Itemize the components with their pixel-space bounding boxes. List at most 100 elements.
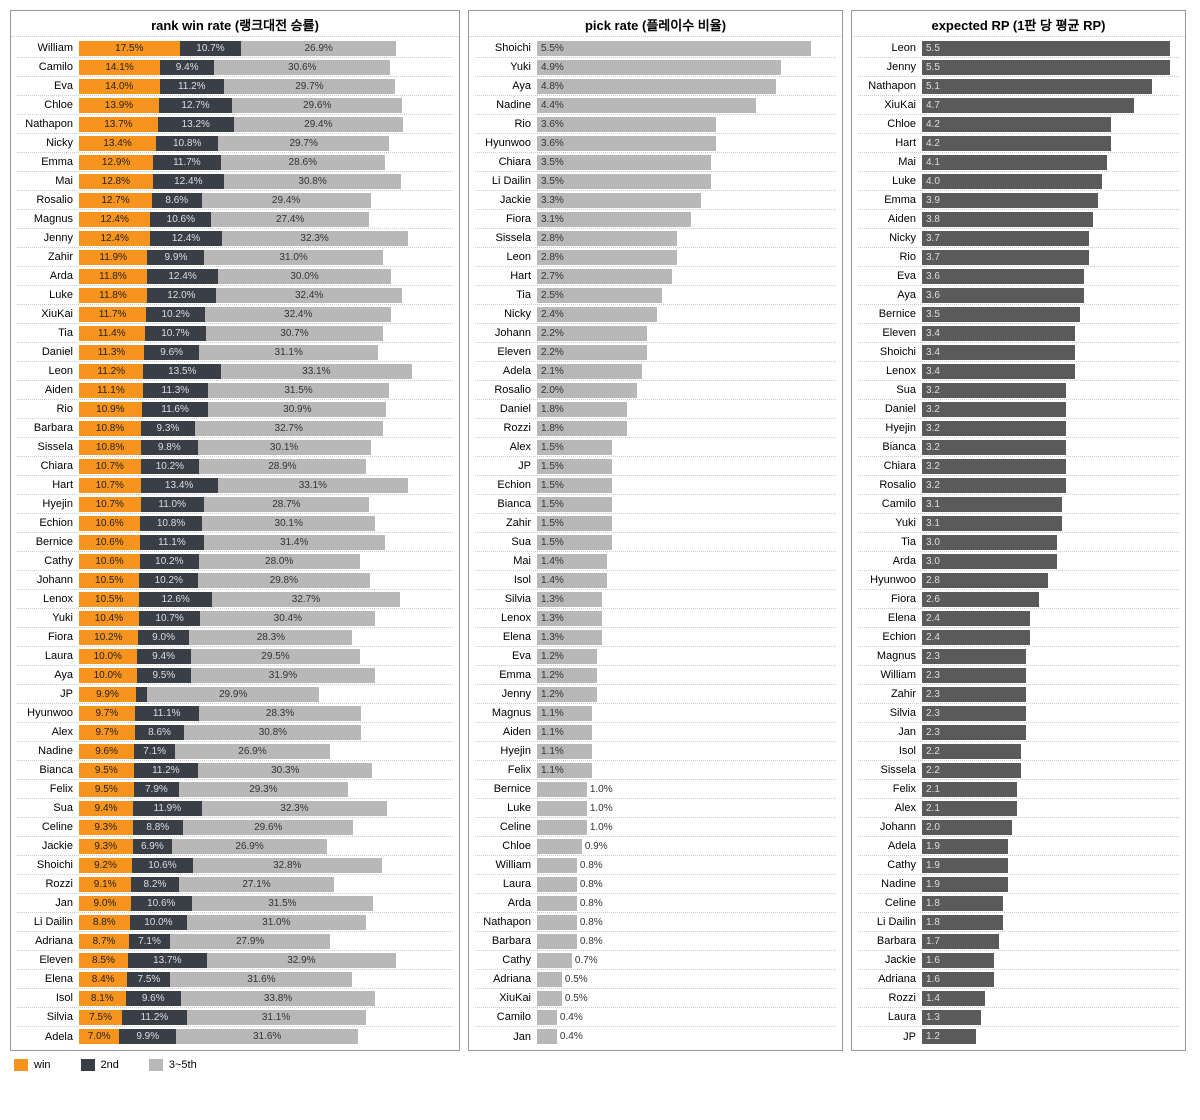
legend-3to5: 3~5th <box>149 1059 197 1071</box>
bar-area: 9.4%11.9%32.3% <box>79 801 453 816</box>
bar-value: 3.6% <box>537 138 564 149</box>
bar-value: 2.6 <box>922 594 940 605</box>
table-row: Shoichi5.5% <box>475 39 836 58</box>
bar-area: 10.8%9.8%30.1% <box>79 440 453 455</box>
winrate-panel: rank win rate (랭크대전 승률) William17.5%10.7… <box>10 10 460 1051</box>
bar-value: 1.2% <box>537 670 564 681</box>
row-label: Chloe <box>858 118 922 130</box>
table-row: Felix1.1% <box>475 761 836 780</box>
bar-segment: 11.6% <box>142 402 209 417</box>
bar: 0.8% <box>537 877 577 892</box>
row-label: Adriana <box>858 973 922 985</box>
bar-segment: 8.8% <box>133 820 184 835</box>
bar-value: 4.8% <box>537 81 564 92</box>
bar-segment: 30.0% <box>218 269 391 284</box>
row-label: Jenny <box>475 688 537 700</box>
bar-segment: 6.9% <box>133 839 173 854</box>
row-label: Jenny <box>17 232 79 244</box>
row-label: Aya <box>475 80 537 92</box>
table-row: Lenox10.5%12.6%32.7% <box>17 590 453 609</box>
bar: 4.0 <box>922 174 1102 189</box>
row-label: Echion <box>17 517 79 529</box>
bar-value: 2.2 <box>922 765 940 776</box>
bar-value: 4.7 <box>922 100 940 111</box>
bar-area: 9.3%6.9%26.9% <box>79 839 453 854</box>
bar-area: 1.2 <box>922 1029 1179 1044</box>
bar-segment: 9.4% <box>79 801 133 816</box>
bar-segment: 10.7% <box>145 326 207 341</box>
table-row: Arda11.8%12.4%30.0% <box>17 267 453 286</box>
bar-value: 3.2 <box>922 423 940 434</box>
bar-segment: 9.6% <box>79 744 134 759</box>
bar-area: 3.4 <box>922 364 1179 379</box>
bar-area: 13.7%13.2%29.4% <box>79 117 453 132</box>
bar-area: 0.4% <box>537 1029 836 1044</box>
bar-segment: 11.2% <box>134 763 198 778</box>
row-label: Alex <box>17 726 79 738</box>
bar-area: 1.3 <box>922 1010 1179 1025</box>
row-label: XiuKai <box>475 992 537 1004</box>
bar-segment: 7.5% <box>79 1010 122 1025</box>
bar: 1.8% <box>537 402 627 417</box>
legend-win: win <box>14 1059 51 1071</box>
row-label: Aiden <box>858 213 922 225</box>
bar-value: 1.9 <box>922 879 940 890</box>
bar-area: 4.8% <box>537 79 836 94</box>
table-row: Mai12.8%12.4%30.8% <box>17 172 453 191</box>
bar-area: 1.8 <box>922 915 1179 930</box>
table-row: Bianca3.2 <box>858 438 1179 457</box>
bar: 3.2 <box>922 459 1066 474</box>
row-label: Silvia <box>17 1011 79 1023</box>
table-row: Daniel11.3%9.6%31.1% <box>17 343 453 362</box>
table-row: Sissela2.2 <box>858 761 1179 780</box>
bar: 2.3 <box>922 706 1026 721</box>
row-label: JP <box>475 460 537 472</box>
bar: 0.8% <box>537 915 577 930</box>
bar-segment: 12.0% <box>147 288 216 303</box>
table-row: Leon2.8% <box>475 248 836 267</box>
bar-value: 4.4% <box>537 100 564 111</box>
bar-segment: 10.7% <box>79 478 141 493</box>
bar-area: 3.3% <box>537 193 836 208</box>
table-row: Rozzi9.1%8.2%27.1% <box>17 875 453 894</box>
bar-segment: 10.6% <box>79 535 140 550</box>
table-row: Yuki4.9% <box>475 58 836 77</box>
table-row: Luke1.0% <box>475 799 836 818</box>
bar-segment: 8.6% <box>135 725 184 740</box>
bar-area: 11.9%9.9%31.0% <box>79 250 453 265</box>
bar-area: 2.2% <box>537 326 836 341</box>
bar-segment: 11.3% <box>79 345 144 360</box>
bar-segment: 31.5% <box>208 383 389 398</box>
bar-segment: 9.7% <box>79 706 135 721</box>
row-label: Jackie <box>858 954 922 966</box>
table-row: Yuki3.1 <box>858 514 1179 533</box>
bar-segment: 10.6% <box>79 516 140 531</box>
bar-segment: 11.7% <box>153 155 220 170</box>
bar-area: 9.7%11.1%28.3% <box>79 706 453 721</box>
row-label: Johann <box>17 574 79 586</box>
bar-area: 2.2% <box>537 345 836 360</box>
bar-value: 3.7 <box>922 233 940 244</box>
row-label: Nadine <box>858 878 922 890</box>
bar-area: 3.2 <box>922 459 1179 474</box>
table-row: Echion2.4 <box>858 628 1179 647</box>
bar-segment: 11.9% <box>79 250 147 265</box>
row-label: Arda <box>17 270 79 282</box>
bar-segment: 8.5% <box>79 953 128 968</box>
bar-segment: 9.9% <box>119 1029 176 1044</box>
table-row: Luke11.8%12.0%32.4% <box>17 286 453 305</box>
bar-value: 3.0 <box>922 556 940 567</box>
bar-segment: 29.7% <box>218 136 389 151</box>
row-label: Lenox <box>17 593 79 605</box>
bar: 0.4% <box>537 1010 557 1025</box>
row-label: Adela <box>17 1031 79 1043</box>
row-label: Nicky <box>475 308 537 320</box>
table-row: Jenny1.2% <box>475 685 836 704</box>
bar: 1.4% <box>537 573 607 588</box>
table-row: Nadine1.9 <box>858 875 1179 894</box>
bar-value: 1.5% <box>537 461 564 472</box>
table-row: Elena8.4%7.5%31.6% <box>17 970 453 989</box>
bar-segment: 30.8% <box>224 174 401 189</box>
row-label: Rosalio <box>858 479 922 491</box>
bar-area: 1.6 <box>922 953 1179 968</box>
